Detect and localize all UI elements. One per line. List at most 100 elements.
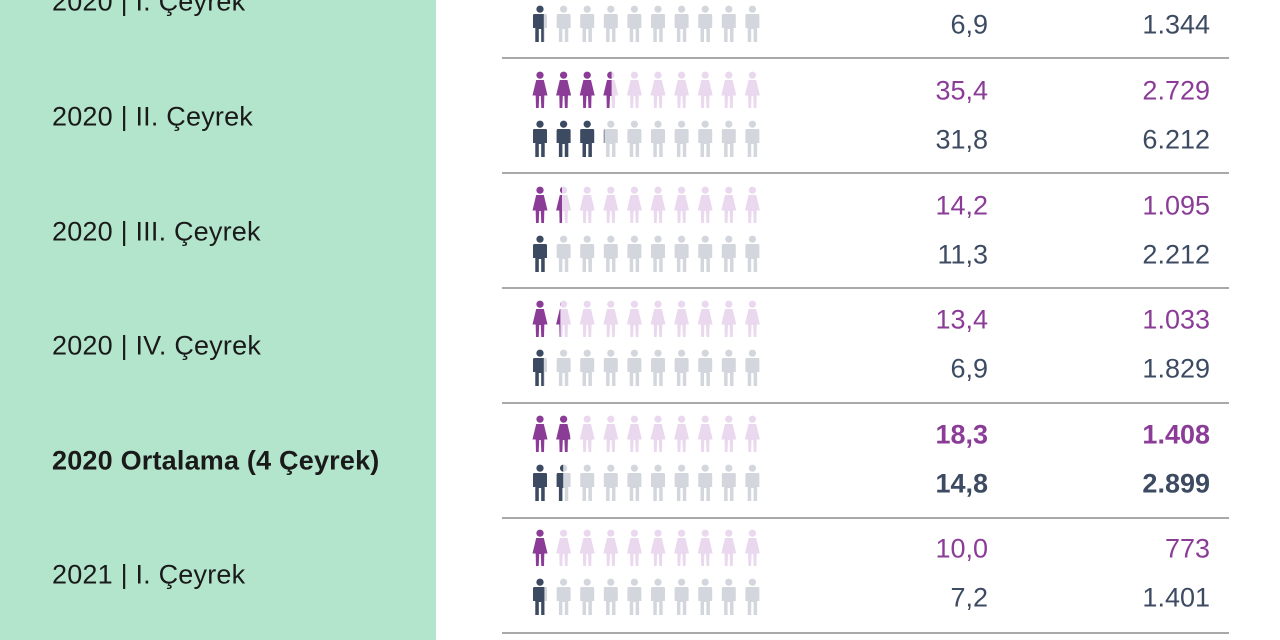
women-rate: 14,2 <box>935 190 988 221</box>
woman-icon <box>579 300 595 337</box>
woman-icon <box>650 71 666 108</box>
men-count: 1.829 <box>1142 353 1210 384</box>
man-icon <box>745 5 760 42</box>
men-count: 6.212 <box>1142 124 1210 155</box>
men-rate: 31,8 <box>935 124 988 155</box>
men-count: 1.401 <box>1142 582 1210 613</box>
men-icons <box>533 235 760 272</box>
men-pictogram-1 <box>530 120 766 160</box>
women-icons <box>532 71 760 108</box>
man-icon <box>603 5 618 42</box>
women-pictogram-2 <box>530 186 766 226</box>
woman-icon <box>556 529 572 566</box>
man-icon <box>580 235 595 272</box>
men-count: 2.212 <box>1142 239 1210 270</box>
woman-icon <box>697 300 713 337</box>
woman-icon <box>721 300 737 337</box>
women-icons <box>532 300 760 337</box>
man-icon <box>745 464 760 501</box>
woman-icon <box>744 71 760 108</box>
man-icon <box>698 349 713 386</box>
man-icon-filled <box>533 349 544 386</box>
woman-icon <box>650 529 666 566</box>
man-icon <box>603 235 618 272</box>
man-icon <box>627 120 642 157</box>
woman-icon <box>603 415 619 452</box>
men-icons <box>533 578 760 615</box>
men-icons <box>533 349 760 386</box>
woman-icon <box>697 186 713 223</box>
man-icon <box>651 120 665 157</box>
man-icon <box>651 5 665 42</box>
women-icons <box>532 529 760 566</box>
woman-icon <box>744 415 760 452</box>
woman-icon-filled <box>532 186 548 223</box>
woman-icon <box>626 71 642 108</box>
woman-icon-filled <box>532 71 548 108</box>
woman-icon-filled <box>532 300 548 337</box>
woman-icon <box>697 529 713 566</box>
man-icon <box>556 578 571 615</box>
woman-icon <box>744 529 760 566</box>
man-icon-filled <box>533 464 547 501</box>
man-icon <box>603 349 618 386</box>
woman-icon <box>697 415 713 452</box>
man-icon <box>556 349 571 386</box>
row-label: 2021 | I. Çeyrek <box>52 559 246 590</box>
man-icon <box>745 235 760 272</box>
women-count: 2.729 <box>1142 75 1210 106</box>
woman-icon-filled <box>532 415 548 452</box>
men-pictogram-4 <box>530 464 766 504</box>
row-divider <box>502 172 1229 174</box>
man-icon <box>627 578 642 615</box>
man-icon-filled <box>556 120 571 157</box>
men-pictogram-5 <box>530 578 766 618</box>
women-pictogram-4 <box>530 415 766 455</box>
women-count: 773 <box>1164 533 1210 564</box>
woman-icon <box>650 300 666 337</box>
woman-icon <box>697 71 713 108</box>
man-icon <box>745 349 760 386</box>
woman-icon <box>626 415 642 452</box>
row-label: 2020 | III. Çeyrek <box>52 216 261 247</box>
women-count: 1.095 <box>1142 190 1210 221</box>
woman-icon-filled <box>603 71 612 108</box>
woman-icon <box>674 415 690 452</box>
man-icon <box>603 120 618 157</box>
man-icon <box>698 464 713 501</box>
man-icon <box>627 235 642 272</box>
woman-icon-filled <box>556 415 571 452</box>
women-rate: 35,4 <box>935 75 988 106</box>
men-rate: 6,9 <box>950 353 988 384</box>
row-label: 2020 Ortalama (4 Çeyrek) <box>52 445 380 476</box>
man-icon <box>580 464 595 501</box>
man-icon <box>698 120 713 157</box>
man-icon <box>651 235 665 272</box>
woman-icon <box>721 529 737 566</box>
woman-icon <box>674 300 690 337</box>
man-icon <box>627 5 642 42</box>
row-label: 2020 | II. Çeyrek <box>52 101 254 132</box>
man-icon-filled <box>533 5 544 42</box>
men-icons <box>533 464 760 501</box>
woman-icon <box>674 186 690 223</box>
man-icon <box>603 464 618 501</box>
man-icon <box>674 464 689 501</box>
man-icon <box>721 5 736 42</box>
woman-icon <box>626 300 642 337</box>
woman-icon <box>579 186 595 223</box>
man-icon <box>580 349 595 386</box>
woman-icon <box>744 186 760 223</box>
man-icon <box>721 464 736 501</box>
woman-icon <box>626 529 642 566</box>
man-icon <box>651 349 665 386</box>
women-count: 1.033 <box>1142 304 1210 335</box>
woman-icon-filled <box>579 71 595 108</box>
men-pictogram-0 <box>530 5 766 45</box>
man-icon <box>603 578 618 615</box>
woman-icon <box>721 415 737 452</box>
row-divider <box>502 57 1229 59</box>
man-icon <box>674 349 689 386</box>
women-pictogram-1 <box>530 71 766 111</box>
woman-icon-filled <box>556 302 561 337</box>
